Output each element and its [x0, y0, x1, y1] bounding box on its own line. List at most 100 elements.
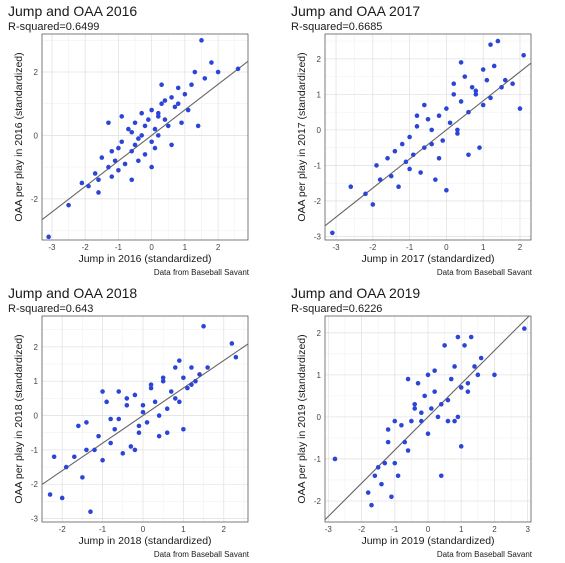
data-point	[458, 385, 464, 390]
y-tick-label: -2	[314, 197, 322, 206]
chart-title: Jump and OAA 2016	[8, 3, 137, 19]
data-point	[124, 402, 130, 408]
data-point	[429, 406, 434, 411]
data-point	[425, 372, 431, 378]
data-point	[445, 418, 451, 424]
y-axis-label: OAA per play in 2016 (standardized)	[13, 52, 25, 221]
data-point	[120, 451, 126, 456]
data-point	[468, 334, 474, 340]
chart-panel-2017: -3 -2 -1 0 1 2 -3 -2 -1 0 1 2 Jump and OAA 2017 R-squ…	[283, 0, 565, 281]
data-point	[407, 134, 412, 140]
data-point	[399, 423, 404, 428]
data-point	[152, 145, 158, 151]
regression-line	[41, 60, 249, 221]
data-point	[433, 177, 438, 182]
data-point	[106, 164, 111, 170]
data-point	[455, 131, 460, 136]
data-point	[451, 81, 457, 87]
data-point	[414, 124, 420, 129]
y-tick-label: 2	[317, 55, 322, 64]
data-point	[86, 183, 91, 189]
regression-line	[324, 315, 530, 521]
data-point	[465, 380, 471, 386]
data-point	[363, 191, 368, 197]
y-tick-label: 0	[34, 412, 39, 421]
data-point	[66, 202, 71, 208]
data-point	[169, 142, 174, 148]
data-point	[149, 107, 154, 113]
data-point	[152, 126, 158, 132]
data-point	[205, 365, 210, 370]
r-squared-label: R-squared=0.6499	[8, 21, 99, 33]
data-point	[425, 431, 431, 437]
data-point	[181, 427, 186, 432]
data-point	[72, 454, 77, 460]
data-point	[502, 77, 508, 83]
data-point	[189, 382, 194, 387]
data-point	[510, 81, 515, 87]
data-point	[185, 385, 190, 391]
data-point	[155, 133, 161, 138]
data-point	[448, 376, 454, 382]
x-tick-label: 0	[141, 525, 146, 534]
x-tick-label: 1	[183, 243, 188, 252]
x-tick-label: 3	[525, 525, 530, 534]
data-point	[96, 433, 101, 439]
regression-line	[41, 343, 249, 485]
plot-frame	[324, 315, 532, 523]
data-point	[385, 427, 391, 432]
y-tick-label: -1	[314, 455, 322, 464]
x-tick-label: 1	[481, 243, 486, 252]
x-tick-label: 2	[492, 525, 497, 534]
scatter-plot-2018: -2 -1 0 1 2 -3 -2 -1 0 1 2 Jump and OAA 2018 R-squar…	[8, 285, 250, 559]
data-point	[112, 427, 118, 432]
data-point	[108, 416, 113, 422]
data-point	[100, 389, 105, 394]
data-point	[124, 396, 130, 401]
x-tick-label: -3	[325, 525, 333, 534]
x-tick-label: 2	[222, 525, 227, 534]
data-point	[96, 177, 101, 183]
data-point	[209, 60, 214, 65]
data-point	[229, 341, 235, 346]
data-point	[435, 414, 441, 420]
scatter-plot-2016: -3 -2 -1 0 1 2 -2 0 2 Jump and OAA 2016 R-squared=…	[8, 3, 250, 277]
data-point	[172, 104, 178, 110]
data-point	[169, 95, 174, 100]
data-point	[168, 389, 174, 394]
r-squared-label: R-squared=0.6685	[291, 21, 382, 33]
x-tick-label: -1	[406, 243, 414, 252]
data-point	[192, 69, 198, 75]
data-point	[458, 99, 464, 104]
data-point	[462, 74, 468, 79]
chart-panel-2018: -2 -1 0 1 2 -3 -2 -1 0 1 2 Jump and OAA 2018 R-squar…	[0, 282, 282, 563]
y-tick-label: 2	[317, 329, 322, 338]
data-point	[47, 492, 53, 497]
x-tick-label: 1	[181, 525, 186, 534]
data-point	[521, 53, 526, 58]
data-point	[375, 465, 381, 470]
data-point	[80, 475, 85, 480]
y-tick-label: 1	[34, 377, 39, 386]
data-point	[369, 502, 374, 508]
y-tick-label: 1	[317, 90, 322, 99]
data-point	[84, 447, 89, 453]
x-tick-label: 1	[459, 525, 464, 534]
data-point	[136, 136, 141, 141]
data-point	[484, 77, 490, 83]
x-axis-label: Jump in 2016 (standardized)	[78, 253, 211, 265]
data-point	[475, 372, 481, 378]
source-caption: Data from Baseball Savant	[437, 268, 533, 277]
data-point	[132, 120, 138, 126]
x-tick-label: -1	[391, 525, 399, 534]
data-point	[488, 42, 493, 47]
data-point	[132, 142, 138, 148]
data-point	[46, 234, 51, 240]
data-point	[405, 448, 411, 453]
data-point	[402, 439, 408, 445]
data-point	[388, 173, 394, 179]
data-point	[92, 171, 98, 176]
data-point	[455, 334, 461, 340]
data-point	[148, 385, 154, 391]
data-point	[447, 120, 453, 126]
